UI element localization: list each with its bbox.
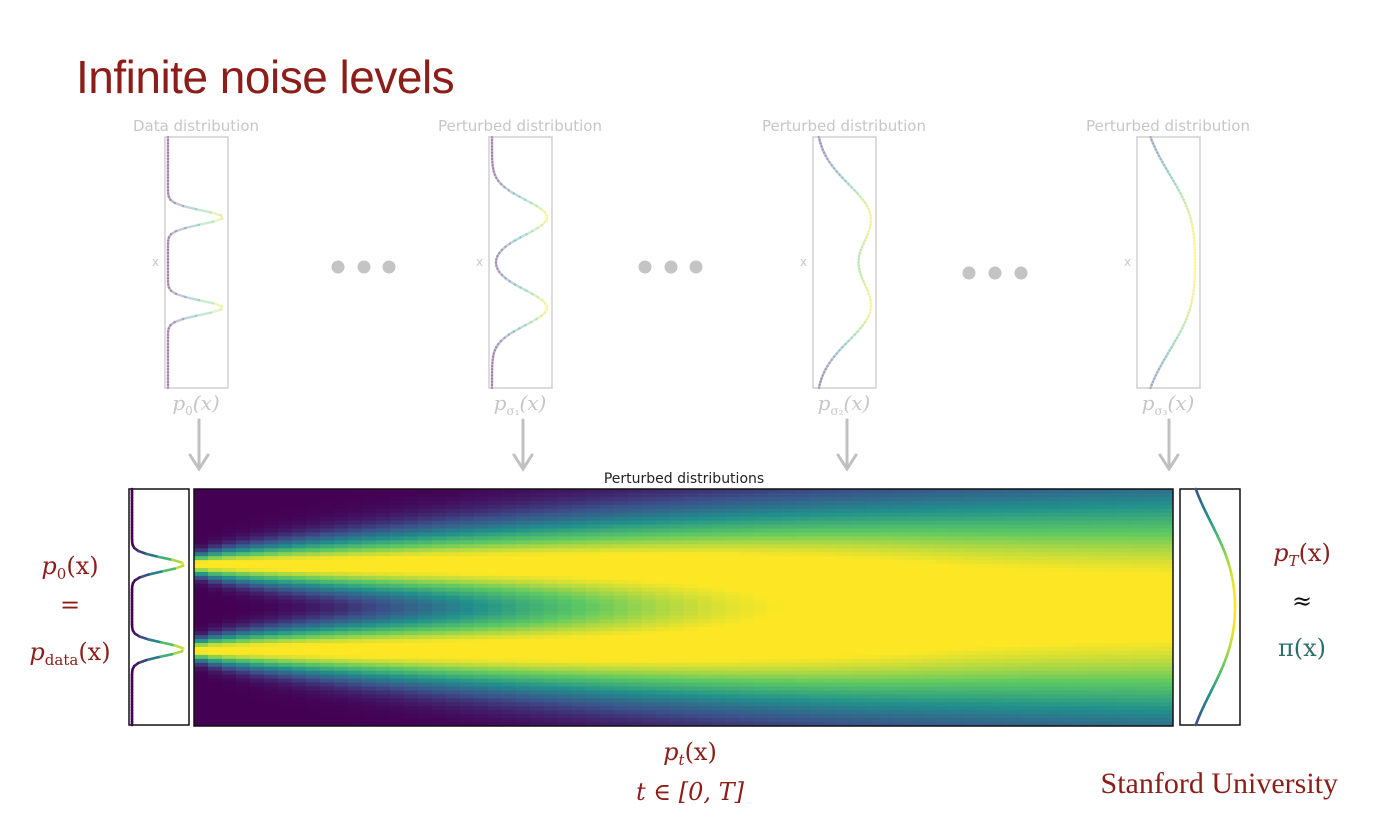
left-density-frame [128, 488, 190, 726]
top-panel-label: Data distribution [133, 117, 259, 135]
ellipsis-3 [962, 266, 1028, 280]
top-panel-1: Data distribution x p0(x) [133, 117, 259, 418]
ellipsis-2 [638, 260, 703, 274]
top-panel-frame [164, 136, 229, 389]
down-arrow-icon [836, 418, 858, 472]
down-arrow-icon [512, 418, 534, 472]
down-arrows [188, 418, 1180, 472]
top-panel-2: Perturbed distribution x pσ₁(x) [438, 117, 602, 418]
top-panel-label: Perturbed distribution [438, 117, 602, 135]
top-panel-caption: pσ₃(x) [1142, 391, 1195, 418]
left-equals: = [60, 591, 80, 619]
bottom-pt-label: pt(x) [663, 738, 717, 769]
top-panel-3: Perturbed distribution x pσ₂(x) [762, 117, 926, 418]
right-pT-label: pT(x) [1273, 539, 1331, 570]
left-p0-label: p0(x) [41, 552, 98, 583]
top-panel-axis-label: x [476, 255, 483, 269]
down-arrow-icon [188, 418, 210, 472]
right-density-curve [1194, 487, 1237, 727]
stanford-logo: Stanford University [1101, 767, 1338, 800]
top-panel-curve [166, 135, 224, 390]
top-panel-label: Perturbed distribution [1086, 117, 1250, 135]
top-panel-curve [817, 135, 873, 390]
top-panel-caption: pσ₁(x) [494, 391, 547, 418]
top-panel-label: Perturbed distribution [762, 117, 926, 135]
right-density-frame [1179, 488, 1241, 726]
ellipsis-1 [331, 260, 396, 274]
top-panel-frame [1136, 136, 1201, 389]
down-arrow-icon [1158, 418, 1180, 472]
heatmap [193, 488, 1174, 727]
left-density-curve [130, 487, 185, 727]
top-panel-curve [1149, 135, 1197, 390]
left-pdata-label: pdata(x) [29, 638, 110, 669]
top-panel-frame [812, 136, 877, 389]
right-approx: ≈ [1292, 587, 1312, 615]
top-panel-axis-label: x [152, 255, 159, 269]
right-prior-label: π(x) [1278, 634, 1326, 662]
top-panels: Data distribution x p0(x) Perturbed distrib… [133, 117, 1250, 418]
top-panel-axis-label: x [1124, 255, 1131, 269]
top-panel-curve [490, 135, 549, 390]
slide-title: Infinite noise levels [76, 51, 455, 103]
top-panel-frame [488, 136, 553, 389]
bottom-t-range: t ∈ [0, T] [636, 778, 745, 806]
top-panel-caption: pσ₂(x) [818, 391, 871, 418]
top-panel-4: Perturbed distribution x pσ₃(x) [1086, 117, 1250, 418]
top-panel-caption: p0(x) [172, 391, 219, 418]
top-panel-axis-label: x [800, 255, 807, 269]
heatmap-title: Perturbed distributions [604, 471, 764, 487]
